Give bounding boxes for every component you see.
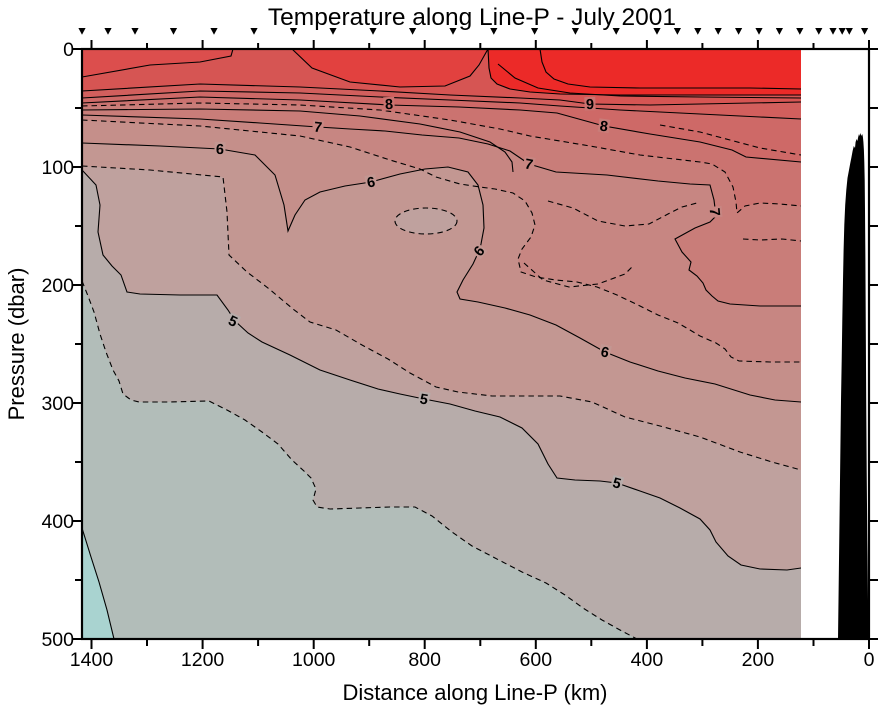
- svg-text:Pressure (dbar): Pressure (dbar): [4, 268, 29, 421]
- svg-text:7: 7: [523, 156, 534, 173]
- svg-text:600: 600: [520, 649, 553, 671]
- svg-text:500: 500: [41, 629, 74, 651]
- svg-text:0: 0: [864, 649, 875, 671]
- svg-text:8: 8: [599, 119, 609, 136]
- svg-text:400: 400: [41, 511, 74, 533]
- svg-text:400: 400: [631, 649, 664, 671]
- svg-text:7: 7: [313, 120, 323, 137]
- svg-text:0: 0: [63, 39, 74, 61]
- svg-text:6: 6: [366, 174, 377, 191]
- svg-text:1200: 1200: [181, 649, 225, 671]
- svg-text:1000: 1000: [292, 649, 336, 671]
- svg-text:5: 5: [418, 391, 429, 408]
- svg-text:8: 8: [385, 97, 394, 113]
- svg-text:7: 7: [706, 207, 723, 216]
- svg-text:6: 6: [216, 142, 225, 158]
- svg-text:5: 5: [611, 475, 623, 493]
- svg-text:300: 300: [41, 393, 74, 415]
- svg-text:9: 9: [586, 97, 595, 113]
- svg-text:Temperature along Line-P - Jul: Temperature along Line-P - July 2001: [268, 4, 676, 31]
- svg-text:200: 200: [742, 649, 775, 671]
- svg-text:1400: 1400: [70, 649, 114, 671]
- svg-text:6: 6: [599, 344, 610, 361]
- svg-text:100: 100: [41, 157, 74, 179]
- svg-text:Distance along Line-P (km): Distance along Line-P (km): [343, 680, 608, 705]
- svg-text:800: 800: [408, 649, 441, 671]
- svg-text:200: 200: [41, 275, 74, 297]
